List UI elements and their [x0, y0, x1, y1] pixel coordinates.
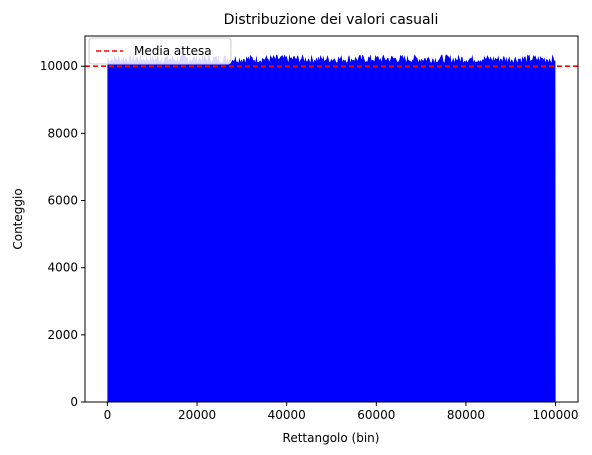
y-tick-label: 0 — [70, 395, 78, 409]
y-tick-label: 2000 — [47, 328, 78, 342]
x-tick-label: 0 — [104, 408, 112, 422]
legend-label: Media attesa — [134, 44, 212, 58]
legend: Media attesa — [88, 37, 232, 65]
y-tick-label: 10000 — [40, 59, 78, 73]
y-tick-label: 4000 — [47, 261, 78, 275]
axes-frame — [84, 35, 579, 403]
y-axis-label: Conteggio — [11, 188, 25, 249]
chart-title: Distribuzione dei valori casuali — [224, 12, 439, 28]
x-tick-label: 100000 — [533, 408, 579, 422]
plot-area: 0 20000 40000 60000 80000 100000 0 2000 4000 6000… — [40, 35, 579, 422]
x-axis-label: Rettangolo (bin) — [283, 431, 380, 445]
x-tick-label: 60000 — [357, 408, 395, 422]
histogram-bars — [107, 54, 556, 402]
y-tick-label: 8000 — [47, 126, 78, 140]
x-tick-label: 20000 — [178, 408, 216, 422]
legend-box — [88, 37, 232, 65]
x-tick-label: 80000 — [447, 408, 485, 422]
y-tick-label: 6000 — [47, 194, 78, 208]
x-tick-label: 40000 — [268, 408, 306, 422]
